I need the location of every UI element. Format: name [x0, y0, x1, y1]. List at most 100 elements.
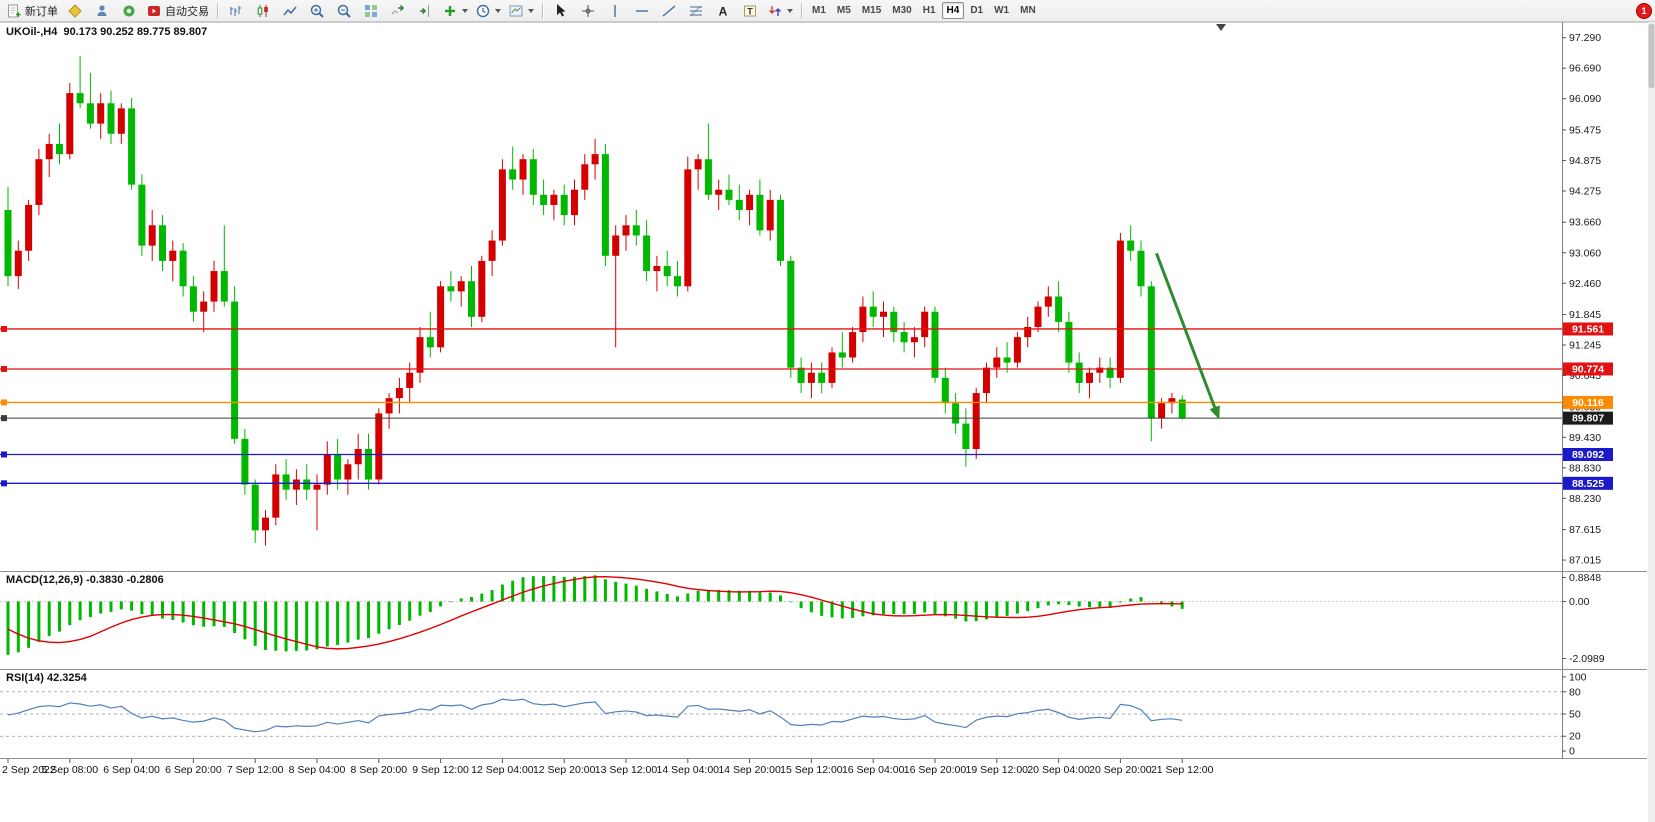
fibonacci-button[interactable]: [683, 1, 709, 21]
hlines-layer[interactable]: 91.561 90.774 90.116 89.807 89.092 88.525: [0, 322, 1613, 490]
price-tag: [1563, 362, 1613, 376]
market-watch-icon: [97, 4, 107, 16]
rsi-indicator-header: RSI(14) 42.3254: [6, 672, 87, 684]
svg-text:20 Sep 04:00: 20 Sep 04:00: [1027, 764, 1090, 776]
svg-text:0.00: 0.00: [1569, 596, 1590, 608]
svg-text:95.475: 95.475: [1569, 124, 1601, 136]
svg-text:T: T: [747, 6, 753, 16]
svg-text:A: A: [719, 4, 728, 18]
svg-text:9 Sep 12:00: 9 Sep 12:00: [412, 764, 469, 776]
mql-community-button[interactable]: [116, 1, 142, 21]
vertical-scrollbar[interactable]: [1648, 22, 1655, 822]
rsi-line: [7, 698, 1183, 733]
cursor-button[interactable]: [548, 1, 574, 21]
chevron-down-icon: [495, 8, 501, 13]
svg-text:96.090: 96.090: [1569, 93, 1601, 105]
fibonacci-icon: [689, 5, 702, 16]
chart-shift-marker[interactable]: [1216, 24, 1226, 31]
vertical-line-button[interactable]: [602, 1, 628, 21]
trend-arrow-annotation[interactable]: [1155, 252, 1220, 420]
svg-text:20 Sep 20:00: 20 Sep 20:00: [1089, 764, 1152, 776]
timeframe-m5-button[interactable]: M5: [836, 5, 851, 16]
cursor-icon: [557, 3, 566, 16]
svg-text:88.830: 88.830: [1569, 462, 1601, 474]
svg-text:88.525: 88.525: [1572, 478, 1604, 490]
macd-indicator-header: MACD(12,26,9) -0.3830 -0.2806: [6, 574, 164, 586]
svg-text:-2.0989: -2.0989: [1569, 653, 1605, 665]
svg-text:50: 50: [1569, 709, 1581, 721]
svg-text:90.774: 90.774: [1572, 363, 1604, 375]
metaeditor-button[interactable]: [62, 1, 88, 21]
svg-text:19 Sep 12:00: 19 Sep 12:00: [966, 764, 1029, 776]
clock-icon: [476, 4, 490, 17]
svg-text:7 Sep 12:00: 7 Sep 12:00: [227, 764, 284, 776]
bar-chart-button[interactable]: [223, 1, 249, 21]
auto-scroll-icon: [391, 4, 405, 14]
chart-shift-button[interactable]: [412, 1, 438, 21]
rsi-layer: [7, 698, 1183, 733]
autotrading-button[interactable]: 自动交易: [143, 1, 212, 21]
svg-text:13 Sep 12:00: 13 Sep 12:00: [595, 764, 658, 776]
svg-text:5 Sep 08:00: 5 Sep 08:00: [41, 764, 98, 776]
bar-chart-icon: [230, 5, 241, 16]
arrows-tool-icon: [769, 5, 781, 16]
templates-button[interactable]: [505, 1, 537, 21]
indicators-button[interactable]: [439, 1, 471, 21]
timeframe-m15-button[interactable]: M15: [861, 5, 882, 16]
svg-text:0.8848: 0.8848: [1569, 572, 1601, 584]
timeframe-w1-button[interactable]: W1: [994, 5, 1010, 16]
zoom-in-button[interactable]: [304, 1, 330, 21]
chevron-down-icon: [462, 8, 468, 13]
hline-handle: [1, 480, 7, 487]
chart-area[interactable]: 97.290 96.690 96.090 95.475 94.875 94.275 93.6…: [0, 22, 1655, 822]
text-tool-icon: A: [719, 4, 728, 18]
svg-text:89.092: 89.092: [1572, 449, 1604, 461]
trendline-button[interactable]: [656, 1, 682, 21]
hline-handle: [1, 399, 7, 406]
line-chart-icon: [283, 6, 297, 15]
text-tool-button[interactable]: A: [710, 1, 736, 21]
svg-text:91.561: 91.561: [1572, 323, 1604, 335]
timeframe-d1-button[interactable]: D1: [970, 5, 984, 16]
svg-text:100: 100: [1569, 671, 1587, 683]
svg-text:0: 0: [1569, 746, 1575, 758]
horizontal-line-button[interactable]: [629, 1, 655, 21]
svg-text:6 Sep 04:00: 6 Sep 04:00: [103, 764, 160, 776]
svg-text:8 Sep 20:00: 8 Sep 20:00: [350, 764, 407, 776]
auto-scroll-button[interactable]: [385, 1, 411, 21]
periods-button[interactable]: [472, 1, 504, 21]
candlestick-chart-button[interactable]: [250, 1, 276, 21]
line-chart-button[interactable]: [277, 1, 303, 21]
svg-text:2 Sep 2022: 2 Sep 2022: [2, 764, 56, 776]
market-watch-button[interactable]: [89, 1, 115, 21]
candlestick-chart-icon: [257, 4, 268, 17]
notification-badge[interactable]: 1: [1636, 2, 1652, 19]
toolbar-separator: [217, 2, 218, 19]
svg-text:21 Sep 12:00: 21 Sep 12:00: [1151, 764, 1214, 776]
chart-canvas[interactable]: 97.290 96.690 96.090 95.475 94.875 94.275 93.6…: [0, 22, 1655, 822]
chart-shift-icon: [420, 4, 429, 17]
hline-handle: [1, 451, 7, 458]
metaeditor-icon: [68, 3, 82, 18]
svg-text:6 Sep 20:00: 6 Sep 20:00: [165, 764, 222, 776]
timeframe-m1-button[interactable]: M1: [812, 5, 826, 16]
mql-community-icon: [123, 5, 135, 16]
arrows-tool-button[interactable]: [764, 1, 796, 21]
chart-symbol-header: UKOil-,H4 90.173 90.252 89.775 89.807: [6, 26, 208, 38]
candles-layer: [4, 55, 1186, 546]
timeframe-mn-button[interactable]: MN: [1020, 5, 1036, 16]
price-tag: [1563, 476, 1613, 490]
new-order-button[interactable]: 新订单: [3, 1, 61, 21]
timeframe-h4-button[interactable]: H4: [941, 2, 965, 19]
tile-windows-button[interactable]: [358, 1, 384, 21]
timeframe-m30-button[interactable]: M30: [892, 5, 912, 16]
label-tool-button[interactable]: T: [737, 1, 763, 21]
hline-handle: [1, 415, 7, 422]
timeframe-h1-button[interactable]: H1: [922, 5, 936, 16]
crosshair-button[interactable]: [575, 1, 601, 21]
zoom-out-button[interactable]: [331, 1, 357, 21]
scrollbar-thumb: [1648, 24, 1655, 88]
svg-text:14 Sep 04:00: 14 Sep 04:00: [657, 764, 720, 776]
svg-text:91.245: 91.245: [1569, 340, 1601, 352]
